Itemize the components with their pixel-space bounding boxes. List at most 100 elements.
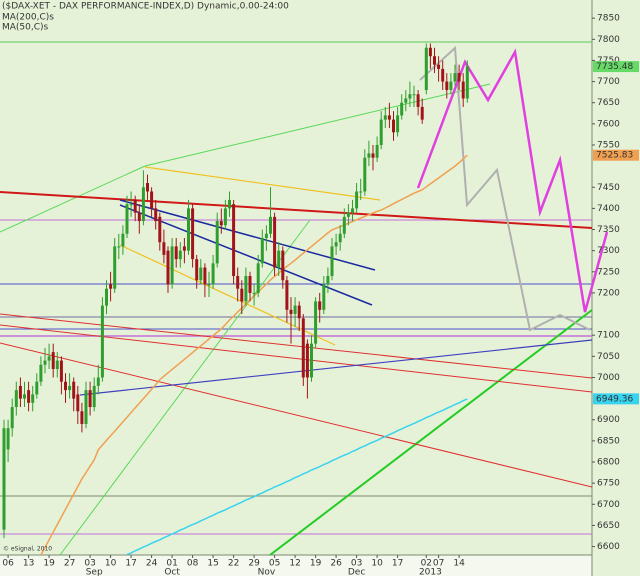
x-tick-label: 03 bbox=[84, 559, 95, 569]
y-tick-label: 7850 bbox=[597, 14, 620, 24]
candle-body bbox=[367, 153, 371, 158]
candle-body bbox=[273, 216, 277, 268]
candle-body bbox=[371, 153, 375, 158]
x-tick-label: 10 bbox=[371, 559, 383, 569]
legend-entry: MA(50,C)s bbox=[2, 23, 49, 33]
candle-body bbox=[105, 288, 108, 306]
candle-body bbox=[269, 216, 272, 234]
candle-body bbox=[404, 98, 408, 103]
x-tick-label: 01 bbox=[166, 559, 177, 569]
candle-body bbox=[396, 115, 400, 133]
y-tick-label: 7100 bbox=[597, 331, 620, 341]
y-tick-label: 6650 bbox=[597, 521, 620, 531]
x-tick-label: 26 bbox=[330, 559, 342, 569]
candle-body bbox=[80, 411, 84, 424]
y-tick-label: 7600 bbox=[597, 119, 620, 129]
month-label: Sep bbox=[86, 568, 103, 576]
candle-body bbox=[10, 407, 14, 429]
x-tick-label: 19 bbox=[43, 559, 55, 569]
candle-body bbox=[441, 68, 445, 82]
candle-body bbox=[420, 106, 424, 120]
candle-body bbox=[223, 208, 227, 226]
candle-body bbox=[14, 390, 18, 408]
candle-body bbox=[318, 301, 322, 310]
x-tick-label: 13 bbox=[23, 559, 34, 569]
x-tick-label: 08 bbox=[187, 559, 199, 569]
x-tick-label: 07 bbox=[433, 559, 444, 569]
candle-body bbox=[55, 360, 59, 370]
candle-body bbox=[424, 47, 428, 91]
candle-body bbox=[285, 280, 289, 310]
candle-body bbox=[47, 356, 51, 361]
y-tick-label: 6750 bbox=[597, 479, 620, 489]
candle-body bbox=[379, 119, 383, 145]
projection-line bbox=[416, 48, 609, 313]
candle-body bbox=[305, 343, 309, 378]
candle-body bbox=[293, 305, 297, 315]
candle-body bbox=[264, 233, 268, 238]
candle-body bbox=[248, 276, 252, 293]
x-tick-label: 10 bbox=[105, 559, 117, 569]
candle-body bbox=[342, 216, 346, 234]
last-value-label: 7525.83 bbox=[596, 151, 633, 161]
candle-body bbox=[59, 360, 63, 382]
candle-body bbox=[187, 208, 190, 251]
y-tick-label: 7550 bbox=[597, 140, 620, 150]
candle-body bbox=[465, 66, 469, 99]
x-tick-label: 24 bbox=[146, 559, 158, 569]
x-tick-label: 05 bbox=[269, 559, 280, 569]
candle-body bbox=[416, 94, 420, 107]
candle-body bbox=[174, 246, 178, 260]
candle-body bbox=[244, 276, 248, 302]
x-tick-label: 17 bbox=[125, 559, 136, 569]
x-tick-label: 17 bbox=[392, 559, 403, 569]
chart-title: ($DAX-XET - DAX PERFORMANCE-INDEX,D) Dyn… bbox=[2, 2, 289, 12]
candle-body bbox=[236, 276, 240, 289]
candle-body bbox=[154, 208, 158, 222]
candle-body bbox=[199, 267, 203, 281]
candle-body bbox=[219, 221, 223, 226]
candle-body bbox=[35, 381, 39, 395]
candle-body bbox=[281, 250, 285, 281]
candle-body bbox=[310, 343, 313, 378]
candle-body bbox=[453, 73, 457, 82]
candle-body bbox=[334, 242, 338, 247]
candles bbox=[2, 43, 469, 539]
candle-body bbox=[23, 394, 26, 399]
candle-body bbox=[39, 364, 43, 382]
month-label: Dec bbox=[348, 568, 365, 576]
candle-body bbox=[162, 242, 166, 255]
y-tick-label: 7800 bbox=[597, 35, 620, 45]
trend-line bbox=[269, 309, 593, 555]
candle-body bbox=[428, 47, 432, 57]
candle-body bbox=[68, 385, 72, 391]
candle-body bbox=[76, 394, 80, 412]
trend-line bbox=[0, 324, 593, 393]
y-tick-label: 6900 bbox=[597, 415, 620, 425]
candle-body bbox=[437, 64, 441, 69]
last-value-tag bbox=[593, 61, 639, 73]
candle-body bbox=[408, 94, 412, 99]
trend-line bbox=[0, 191, 593, 229]
candle-body bbox=[232, 204, 236, 277]
candle-body bbox=[461, 81, 465, 99]
x-tick-label: 02 bbox=[421, 559, 432, 569]
y-tick-label: 7650 bbox=[597, 98, 620, 108]
candle-body bbox=[346, 212, 350, 217]
candle-body bbox=[301, 318, 305, 378]
trend-line bbox=[0, 165, 146, 233]
x-tick-label: 12 bbox=[289, 559, 300, 569]
candle-body bbox=[100, 305, 104, 378]
candle-body bbox=[166, 250, 170, 285]
candle-body bbox=[113, 246, 117, 289]
candle-body bbox=[158, 216, 162, 243]
y-tick-label: 7400 bbox=[597, 204, 620, 214]
candle-body bbox=[92, 385, 96, 408]
y-tick-label: 7250 bbox=[597, 267, 620, 277]
last-value-label: 7735.48 bbox=[596, 62, 633, 72]
y-tick-label: 7000 bbox=[597, 373, 620, 383]
last-value-tag bbox=[593, 149, 639, 161]
x-tick-label: 29 bbox=[248, 559, 260, 569]
